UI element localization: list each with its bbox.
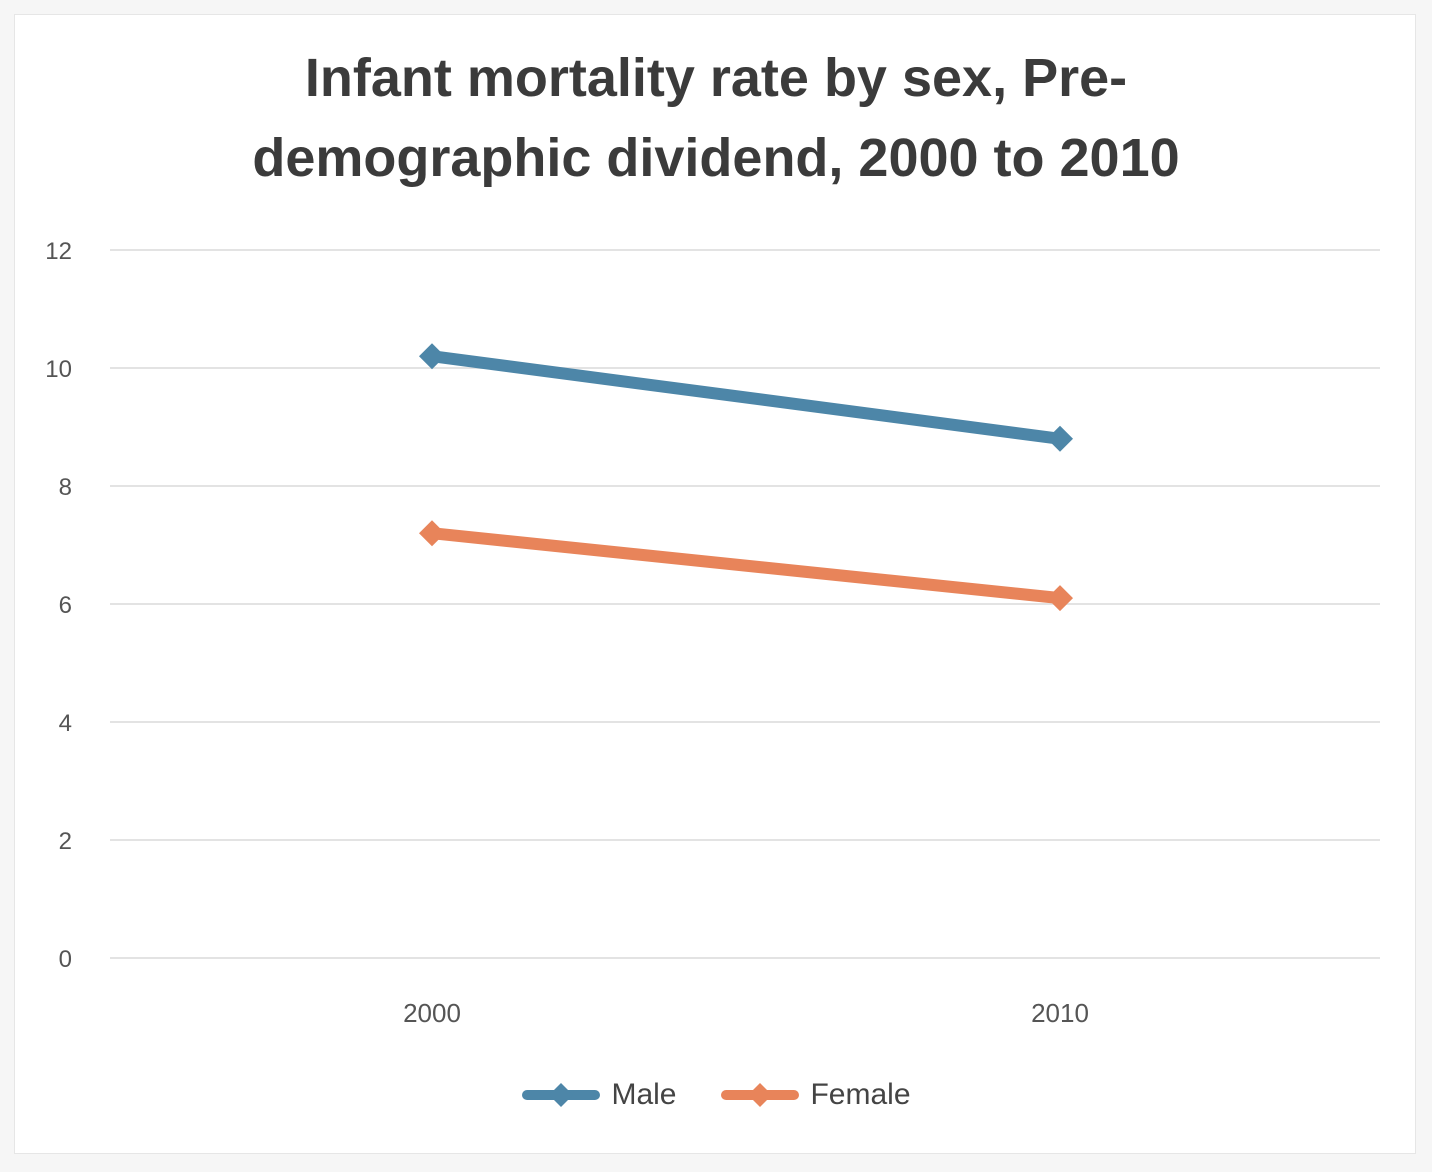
data-point-male (419, 343, 445, 370)
y-tick-label: 12 (45, 238, 72, 265)
legend-item-male: Male (521, 1078, 676, 1112)
series-line-female (426, 527, 1066, 605)
series-line-male (426, 350, 1066, 445)
legend: Male Female (0, 1078, 1432, 1112)
legend-label: Male (611, 1078, 677, 1111)
x-axis-ticks: 2000 2010 (403, 998, 1089, 1028)
series-lines (419, 343, 1073, 612)
y-tick-label: 6 (59, 592, 72, 619)
x-tick-label: 2000 (403, 998, 461, 1028)
data-point-female (419, 520, 445, 547)
chart-card (14, 14, 1416, 1154)
y-tick-label: 4 (59, 710, 72, 737)
gridlines (110, 249, 1380, 959)
y-tick-label: 0 (59, 946, 72, 973)
data-point-female (1047, 585, 1073, 612)
y-tick-label: 10 (45, 356, 72, 383)
legend-label: Female (810, 1078, 911, 1111)
series-female (419, 520, 1073, 612)
chart-title-line-1: Infant mortality rate by sex, Pre- (304, 48, 1128, 108)
legend-swatch (522, 1083, 601, 1107)
legend-swatch (721, 1083, 800, 1107)
y-tick-label: 8 (59, 474, 72, 501)
chart-title: Infant mortality rate by sex, Pre- demog… (0, 38, 1432, 198)
legend-item-female: Female (720, 1078, 911, 1112)
series-male (419, 343, 1073, 452)
y-tick-label: 2 (59, 828, 72, 855)
legend-swatch-marker (549, 1083, 574, 1107)
legend-swatch-marker (748, 1083, 773, 1107)
data-point-male (1047, 425, 1073, 452)
chart-title-line-2: demographic dividend, 2000 to 2010 (252, 128, 1180, 188)
x-tick-label: 2010 (1031, 998, 1089, 1028)
y-axis-ticks: 0 2 4 6 8 10 12 (45, 238, 72, 973)
